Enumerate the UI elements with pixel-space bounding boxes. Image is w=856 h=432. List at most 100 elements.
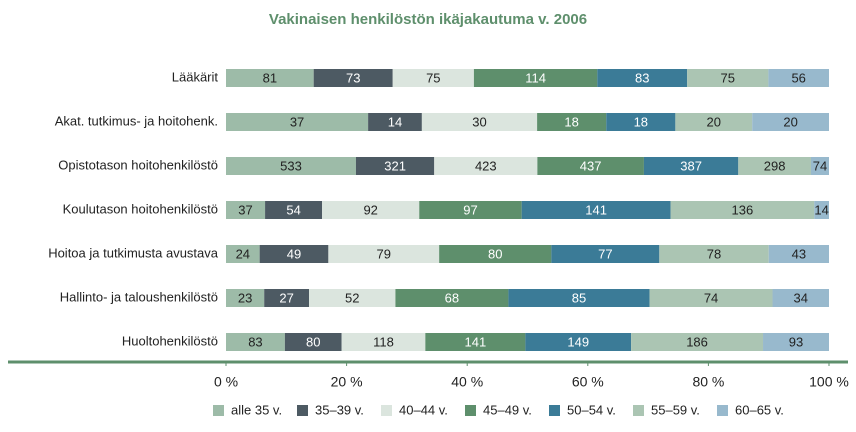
bar-segment (322, 201, 420, 219)
data-label: 136 (732, 202, 754, 217)
legend-label: 60–65 v. (735, 402, 784, 417)
data-label: 56 (791, 70, 805, 85)
legend-swatch (297, 405, 308, 416)
bar-segment (606, 113, 676, 131)
bar-segment (687, 69, 769, 87)
data-label: 75 (426, 70, 440, 85)
data-label: 49 (287, 246, 301, 261)
bar-segment (226, 289, 265, 307)
legend-swatch (381, 405, 392, 416)
legend-label: 40–44 v. (399, 402, 448, 417)
x-tick-label: 40 % (451, 374, 483, 390)
data-label: 83 (635, 70, 649, 85)
data-label: 81 (263, 70, 277, 85)
data-label: 80 (306, 334, 320, 349)
bar-segment (763, 333, 829, 351)
bar-segment (259, 245, 329, 263)
data-label: 423 (475, 158, 497, 173)
data-label: 14 (814, 202, 828, 217)
bar-segment (525, 333, 632, 351)
data-label: 533 (280, 158, 302, 173)
data-label: 18 (634, 114, 648, 129)
data-label: 97 (463, 202, 477, 217)
legend-swatch (549, 405, 560, 416)
bar-segment (226, 113, 369, 131)
bar-segment (521, 201, 671, 219)
data-label: 23 (238, 290, 252, 305)
category-label: Huoltohenkilöstö (122, 333, 218, 348)
bar-segment (395, 289, 509, 307)
bar-segment (772, 289, 829, 307)
category-label: Koulutason hoitohenkilöstö (63, 201, 218, 216)
data-label: 30 (472, 114, 486, 129)
bar-segment (226, 157, 356, 175)
bar-segment (421, 113, 538, 131)
data-label: 24 (236, 246, 250, 261)
legend-label: alle 35 v. (231, 402, 282, 417)
data-label: 78 (707, 246, 721, 261)
bar-segment (355, 157, 435, 175)
data-label: 92 (363, 202, 377, 217)
bar-segment (265, 201, 323, 219)
bar-segment (768, 69, 829, 87)
data-label: 37 (238, 202, 252, 217)
data-label: 37 (290, 114, 304, 129)
data-label: 79 (377, 246, 391, 261)
legend-label: 35–39 v. (315, 402, 364, 417)
bar-segment (439, 245, 552, 263)
data-label: 27 (279, 290, 293, 305)
legend-label: 55–59 v. (651, 402, 700, 417)
data-label: 80 (488, 246, 502, 261)
bar-segment (508, 289, 650, 307)
bar-segment (643, 157, 739, 175)
bar-segment (313, 69, 393, 87)
data-label: 85 (572, 290, 586, 305)
bar-segment (309, 289, 396, 307)
bar-segment (537, 113, 607, 131)
legend-label: 45–49 v. (483, 402, 532, 417)
bar-segment (226, 201, 266, 219)
data-label: 387 (680, 158, 702, 173)
data-label: 74 (813, 158, 827, 173)
legend-swatch (633, 405, 644, 416)
data-label: 321 (384, 158, 406, 173)
bar-segment (473, 69, 598, 87)
bar-segment (537, 157, 644, 175)
data-label: 73 (346, 70, 360, 85)
chart-title: Vakinaisen henkilöstön ikäjakautuma v. 2… (269, 11, 587, 28)
bar-segment (434, 157, 538, 175)
data-label: 114 (525, 70, 546, 85)
data-label: 14 (388, 114, 402, 129)
data-label: 43 (792, 246, 806, 261)
bar-segment (768, 245, 829, 263)
bar-segment (675, 113, 753, 131)
category-label: Hoitoa ja tutkimusta avustava (48, 245, 219, 260)
bar-segment (649, 289, 773, 307)
bar-segment (226, 69, 314, 87)
data-label: 52 (345, 290, 359, 305)
bar-segment (752, 113, 829, 131)
data-label: 141 (585, 202, 607, 217)
data-label: 75 (721, 70, 735, 85)
data-label: 18 (564, 114, 578, 129)
data-label: 77 (598, 246, 612, 261)
data-label: 20 (707, 114, 721, 129)
bar-segment (551, 245, 660, 263)
x-tick-label: 20 % (331, 374, 363, 390)
bar-segment (328, 245, 440, 263)
x-tick-label: 100 % (809, 374, 849, 390)
category-label: Opistotason hoitohenkilöstö (58, 157, 218, 172)
category-label: Lääkärit (172, 69, 219, 84)
data-label: 93 (789, 334, 803, 349)
legend-label: 50–54 v. (567, 402, 616, 417)
bar-segment (738, 157, 811, 175)
bar-segment (810, 157, 829, 175)
bar-segment (814, 201, 829, 219)
data-label: 186 (686, 334, 708, 349)
data-label: 54 (286, 202, 300, 217)
data-label: 68 (445, 290, 459, 305)
x-tick-label: 0 % (214, 374, 238, 390)
bar-segment (597, 69, 688, 87)
x-tick-label: 60 % (572, 374, 604, 390)
data-label: 141 (465, 334, 487, 349)
